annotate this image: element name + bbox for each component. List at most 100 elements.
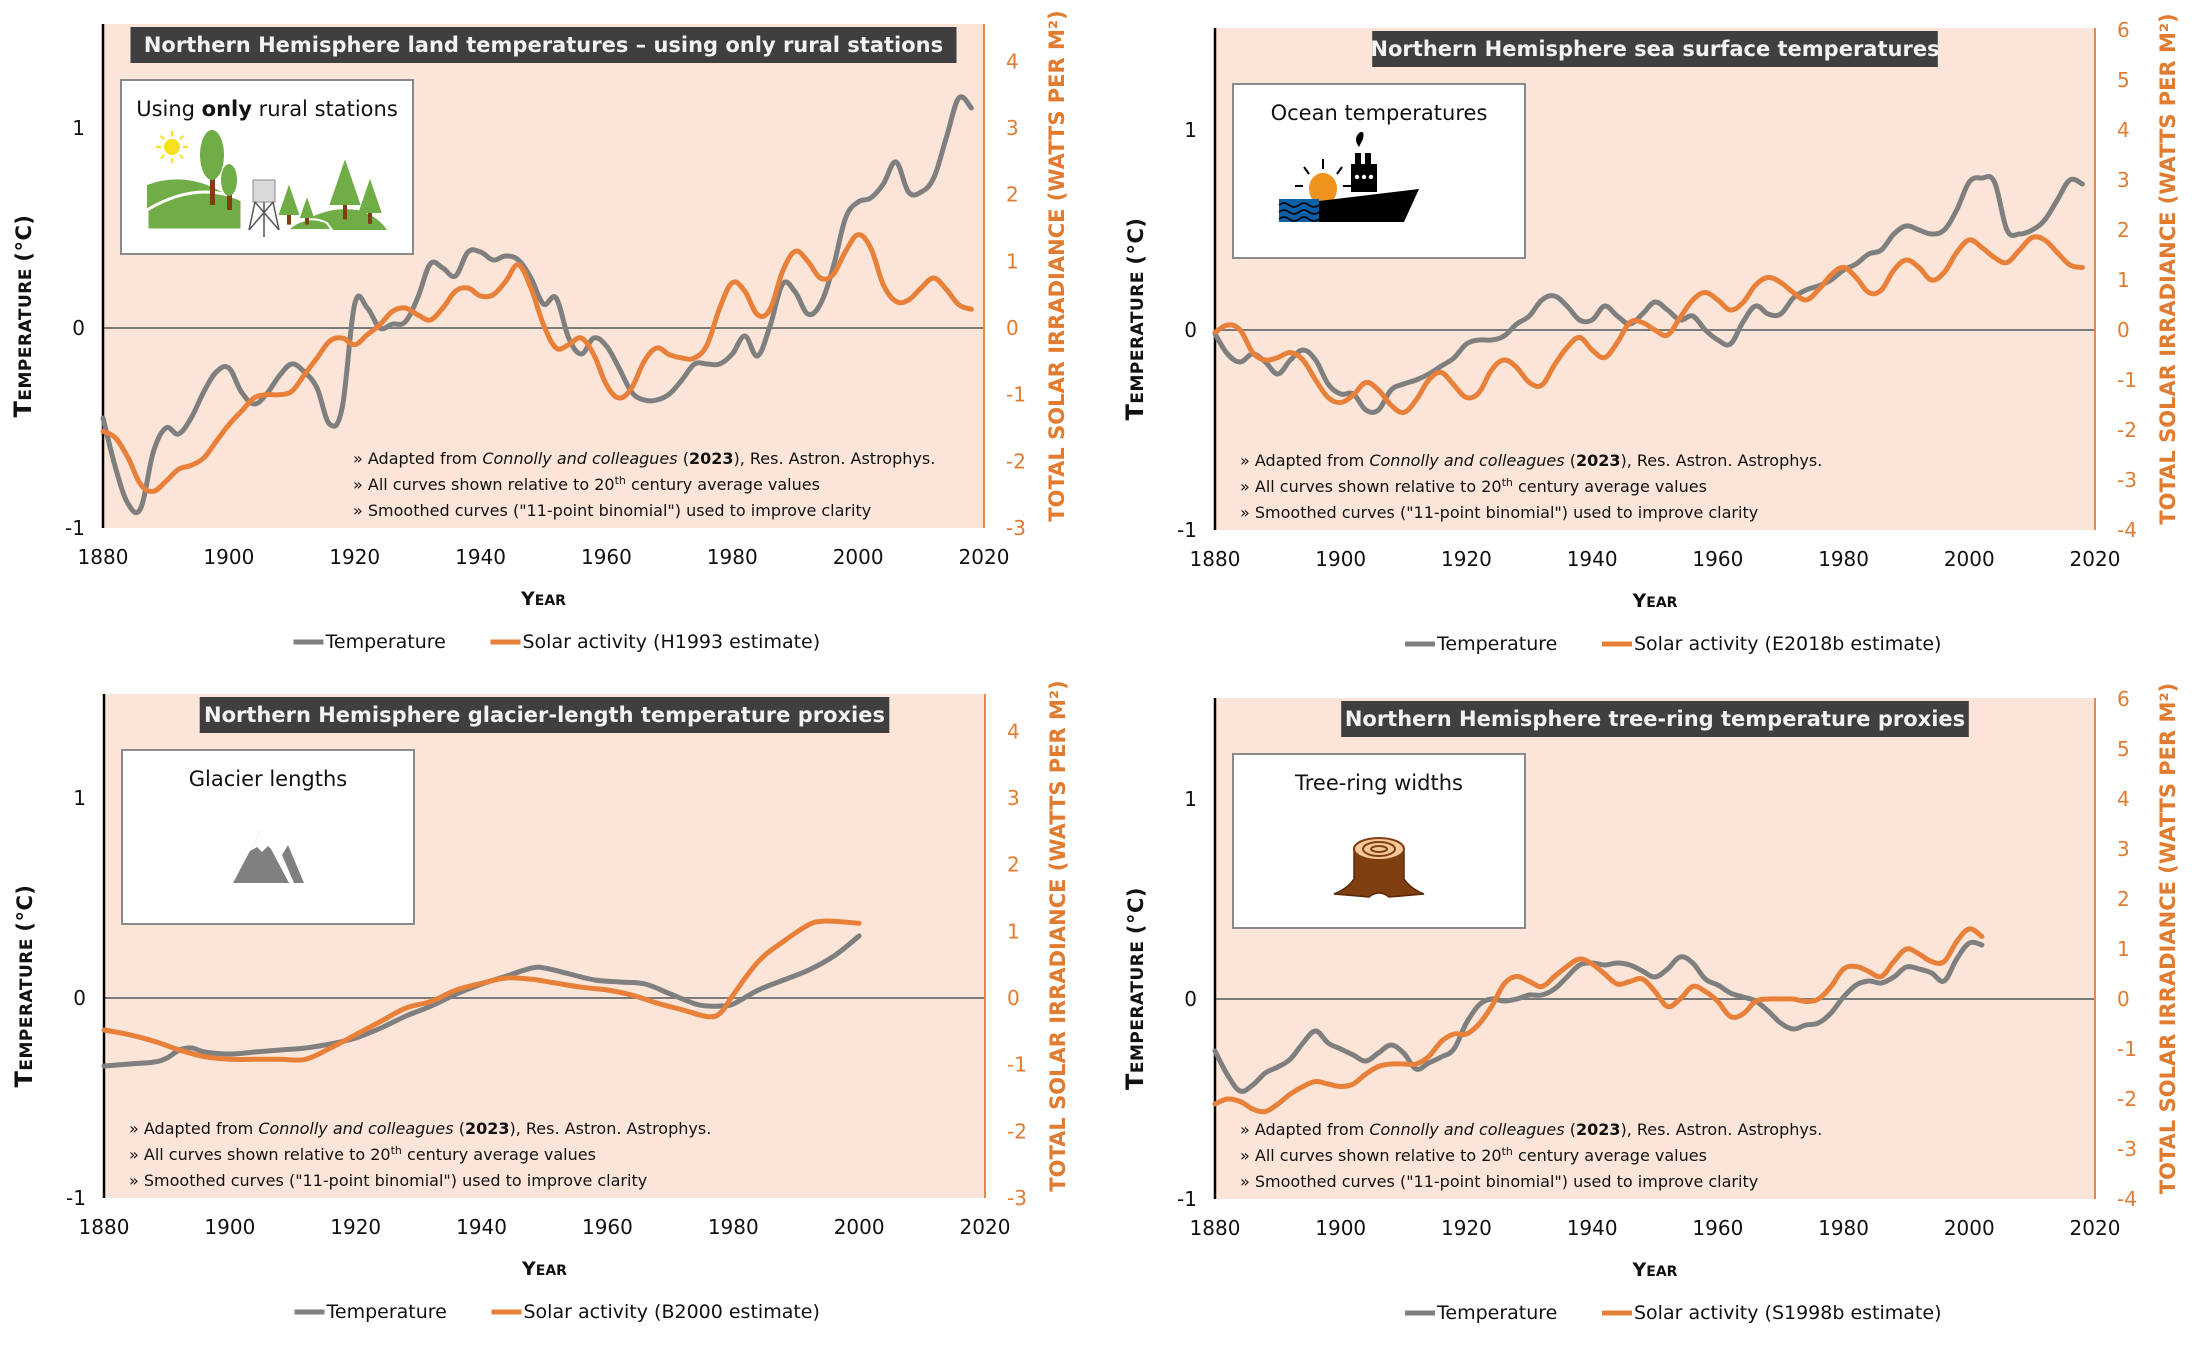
y2-tick-label: 2 (1006, 183, 1019, 207)
inset-label: Using only rural stations (136, 97, 398, 121)
inset-legend-box: Glacier lengths (121, 749, 415, 925)
y2-tick-label: 4 (2117, 118, 2130, 142)
x-tick-label: 1940 (1567, 547, 1618, 571)
note-line: » Adapted from Connolly and colleagues (… (1240, 451, 1822, 470)
y2-tick-label: 0 (1007, 986, 1020, 1010)
x-tick-label: 1940 (456, 1215, 507, 1239)
y2-tick-label: -1 (2117, 368, 2137, 392)
x-tick-label: 1900 (204, 1215, 255, 1239)
legend-label-solar: Solar activity (E2018b estimate) (1634, 633, 1941, 655)
y2-tick-label: 3 (2117, 837, 2130, 861)
y2-tick-label: 1 (2117, 937, 2130, 961)
inset-label: Ocean temperatures (1271, 101, 1488, 125)
note-line: » Adapted from Connolly and colleagues (… (129, 1119, 711, 1138)
svg-text:Northern Hemisphere land tempe: Northern Hemisphere land temperatures – … (144, 33, 943, 57)
x-tick-label: 1900 (1315, 547, 1366, 571)
y-tick-label: -1 (65, 516, 85, 540)
sun-sea-ship-icon (1278, 131, 1419, 222)
y2-tick-label: -2 (1007, 1119, 1027, 1143)
solar-series-line (1212, 234, 2085, 416)
y2-tick-label: -4 (2117, 1187, 2137, 1211)
chart-land-rural: -1 0 1 -3 -2 -1 0 1 2 3 4 1880 1900 1920 1940 1960 1980 2… (9, 10, 1069, 653)
x-tick-label: 2020 (2070, 1216, 2121, 1240)
x-tick-label: 2000 (1944, 1216, 1995, 1240)
x-tick-label: 2020 (2070, 547, 2121, 571)
x-tick-label: 1960 (1692, 1216, 1743, 1240)
chart-title: Northern Hemisphere sea surface temperat… (1370, 31, 1940, 67)
y2-tick-label: 4 (1006, 49, 1019, 73)
legend: Temperature Solar activity (E2018b estima… (1405, 633, 1941, 655)
chart-title: Northern Hemisphere land temperatures – … (130, 27, 957, 63)
inset-legend-box: Ocean temperatures (1232, 83, 1526, 259)
svg-text:Northern Hemisphere sea surfac: Northern Hemisphere sea surface temperat… (1370, 37, 1939, 61)
y2-tick-label: -1 (2117, 1037, 2137, 1061)
svg-text:Northern Hemisphere glacier-le: Northern Hemisphere glacier-length tempe… (204, 703, 885, 727)
y2-tick-label: 6 (2117, 687, 2130, 711)
chart-panel-land-rural: -1 0 1 -3 -2 -1 0 1 2 3 4 1880 1900 1920 1940 1960 1980 2… (0, 0, 1100, 675)
legend-label-temperature: Temperature (326, 1301, 447, 1323)
y2-tick-label: 2 (2117, 218, 2130, 242)
y2-tick-label: 1 (2117, 268, 2130, 292)
y2-tick-label: -3 (1007, 1186, 1027, 1210)
y2-axis-title: TOTAL SOLAR IRRADIANCE (WATTS PER M²) (2156, 13, 2180, 524)
y-tick-label: 0 (72, 316, 85, 340)
note-line: » All curves shown relative to 20th cent… (1240, 1145, 1707, 1166)
legend-label-temperature: Temperature (325, 631, 446, 653)
x-tick-label: 1880 (1190, 547, 1241, 571)
chart-title: Northern Hemisphere glacier-length tempe… (199, 697, 890, 733)
x-tick-label: 2000 (834, 1215, 885, 1239)
x-tick-label: 1920 (330, 1215, 381, 1239)
chart-tree-ring: -1 0 1 -4 -3 -2 -1 0 1 2 3 4 5 6 1880 1900 1920 1940 1960 1… (1121, 683, 2180, 1324)
x-tick-label: 2020 (959, 545, 1010, 569)
mountain-icon (233, 830, 304, 883)
x-tick-label: 1880 (1190, 1216, 1241, 1240)
inset-label: Glacier lengths (189, 767, 347, 791)
note-line: » Smoothed curves ("11-point binomial") … (129, 1171, 647, 1190)
x-tick-label: 1960 (581, 545, 632, 569)
x-tick-label: 1940 (455, 545, 506, 569)
x-axis-title: YEAR (1632, 590, 1678, 612)
y2-tick-label: 2 (1007, 853, 1020, 877)
inset-label: Tree-ring widths (1294, 771, 1463, 795)
temperature-series-line (1212, 173, 2085, 415)
chart-panel-sea-surface: -1 0 1 -4 -3 -2 -1 0 1 2 3 4 5 6 1880 1900 1920 1940 1960 1… (1100, 0, 2200, 675)
y-tick-label: 0 (73, 986, 86, 1010)
y2-tick-label: 5 (2117, 737, 2130, 761)
x-tick-label: 1920 (1441, 1216, 1492, 1240)
source-notes: » Adapted from Connolly and colleagues (… (1240, 451, 1822, 522)
source-notes: » Adapted from Connolly and colleagues (… (1240, 1120, 1822, 1191)
y-tick-label: 1 (1184, 118, 1197, 142)
chart-glacier-length: -1 0 1 -3 -2 -1 0 1 2 3 4 1880 1900 1920 1940 1960 1980 2… (10, 680, 1070, 1323)
y2-tick-label: -2 (2117, 1087, 2137, 1111)
y-tick-label: 1 (73, 786, 86, 810)
legend: Temperature Solar activity (S1998b estima… (1405, 1302, 1941, 1324)
y2-tick-label: -3 (1006, 516, 1026, 540)
y2-tick-label: 3 (1006, 116, 1019, 140)
legend-label-solar: Solar activity (H1993 estimate) (523, 631, 821, 653)
x-tick-label: 1900 (1315, 1216, 1366, 1240)
legend: Temperature Solar activity (B2000 estimat… (294, 1301, 820, 1323)
y2-tick-label: -4 (2117, 518, 2137, 542)
y2-axis-title: TOTAL SOLAR IRRADIANCE (WATTS PER M²) (1046, 680, 1070, 1191)
y2-tick-label: 0 (1006, 316, 1019, 340)
legend-label-solar: Solar activity (B2000 estimate) (524, 1301, 820, 1323)
x-tick-label: 1940 (1567, 1216, 1618, 1240)
x-tick-label: 1980 (1818, 1216, 1869, 1240)
note-line: » Smoothed curves ("11-point binomial") … (353, 501, 871, 520)
y2-tick-label: 1 (1007, 919, 1020, 943)
inset-legend-box: Tree-ring widths (1232, 753, 1526, 929)
y2-tick-label: -3 (2117, 468, 2137, 492)
x-axis-title: YEAR (521, 1258, 567, 1280)
inset-legend-box: Using only rural stations (120, 79, 414, 255)
x-tick-label: 1900 (203, 545, 254, 569)
x-tick-label: 1960 (1692, 547, 1743, 571)
x-tick-label: 1920 (329, 545, 380, 569)
temperature-series-line (1212, 939, 1985, 1094)
svg-text:Northern Hemisphere tree-ring: Northern Hemisphere tree-ring temperatur… (1345, 707, 1965, 731)
solar-series-line (100, 232, 974, 494)
x-tick-label: 2000 (833, 545, 884, 569)
legend-label-temperature: Temperature (1436, 1302, 1557, 1324)
y2-tick-label: 1 (1006, 249, 1019, 273)
chart-title: Northern Hemisphere tree-ring temperatur… (1341, 701, 1969, 737)
y2-tick-label: 6 (2117, 18, 2130, 42)
